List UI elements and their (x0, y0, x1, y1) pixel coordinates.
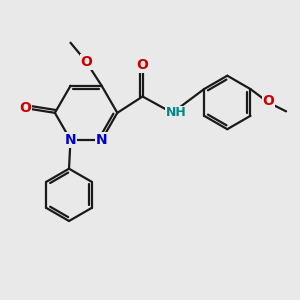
Text: O: O (136, 58, 148, 72)
Text: NH: NH (166, 106, 186, 119)
Text: N: N (96, 133, 107, 147)
Text: O: O (81, 55, 92, 69)
Text: O: O (19, 101, 31, 116)
Text: N: N (65, 133, 76, 147)
Text: O: O (262, 94, 274, 108)
